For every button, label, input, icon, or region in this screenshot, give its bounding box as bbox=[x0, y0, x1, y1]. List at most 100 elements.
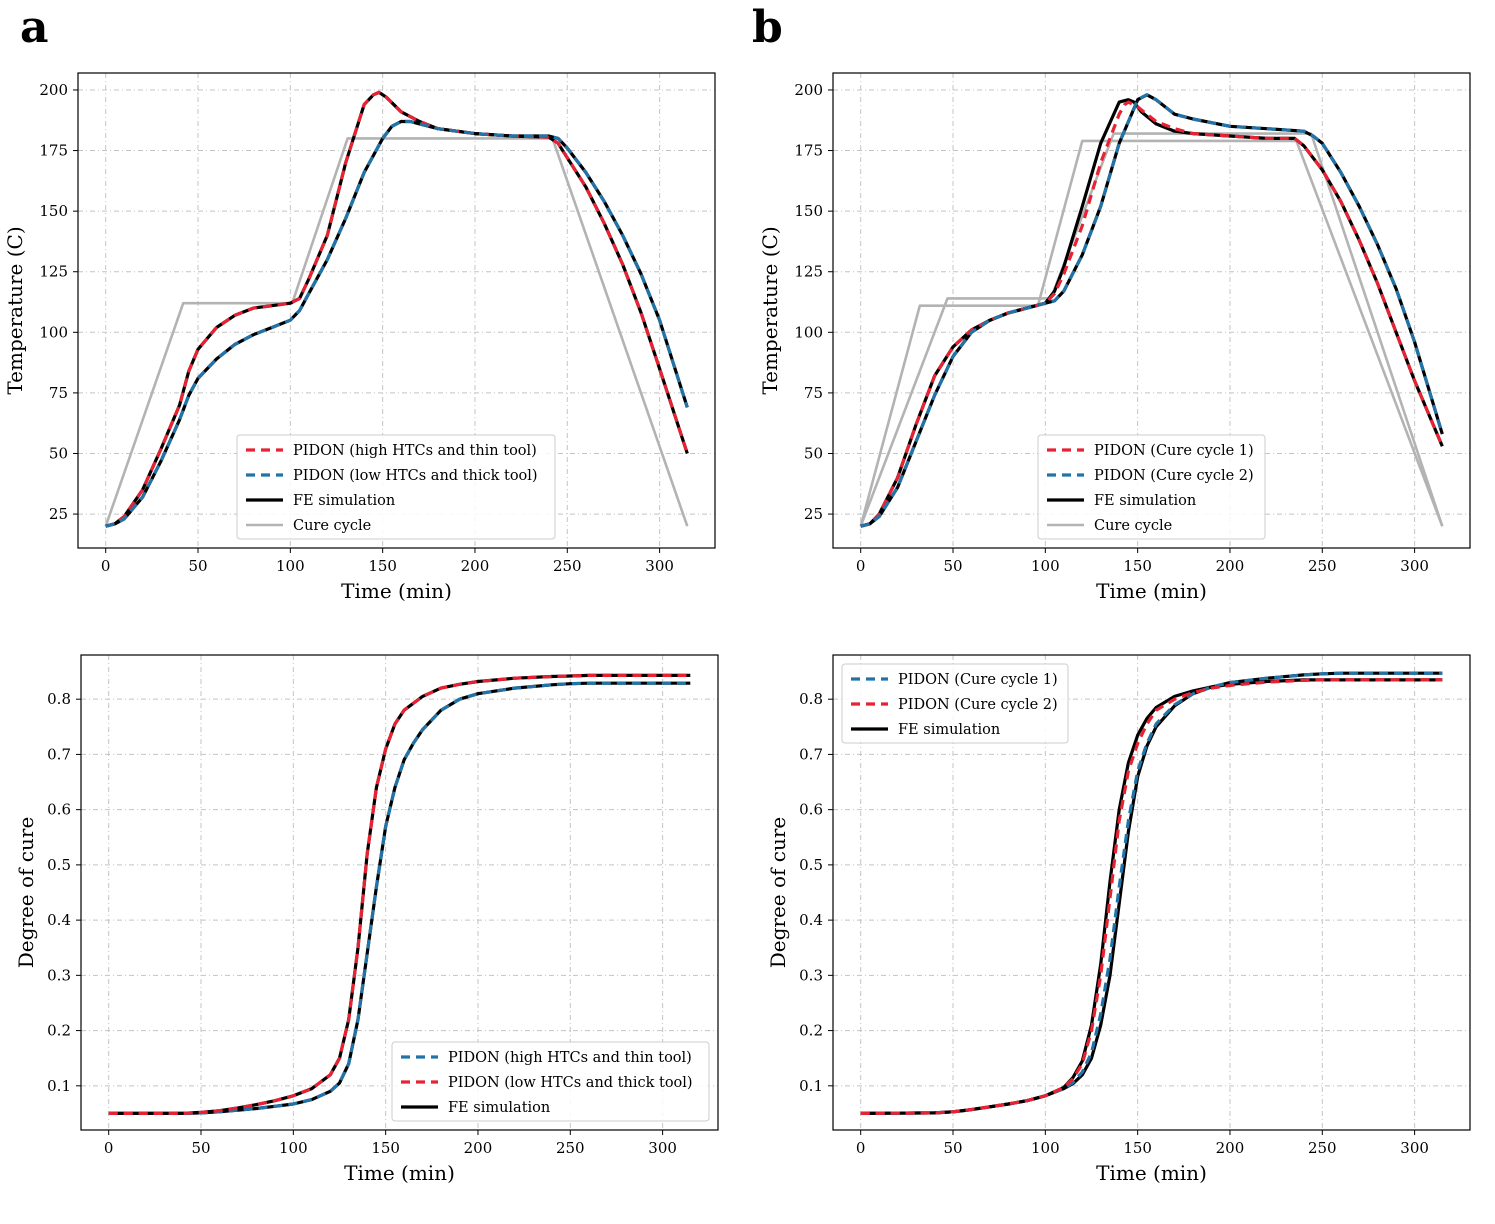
y-tick-label: 0.1 bbox=[799, 1077, 823, 1095]
x-tick-label: 300 bbox=[1400, 557, 1429, 575]
x-tick-label: 250 bbox=[556, 1139, 585, 1157]
y-tick-label: 75 bbox=[804, 384, 823, 402]
y-tick-label: 25 bbox=[804, 505, 823, 523]
x-axis-label: Time (min) bbox=[344, 1161, 455, 1185]
y-tick-label: 0.8 bbox=[47, 690, 71, 708]
y-tick-label: 175 bbox=[39, 142, 68, 160]
x-tick-label: 0 bbox=[856, 557, 866, 575]
legend: PIDON (Cure cycle 1) PIDON (Cure cycle 2)… bbox=[1037, 434, 1266, 540]
legend-label: FE simulation bbox=[293, 493, 395, 509]
y-tick-label: 100 bbox=[39, 323, 68, 341]
legend-label: FE simulation bbox=[898, 722, 1000, 738]
y-tick-label: 50 bbox=[49, 444, 68, 462]
x-tick-label: 100 bbox=[1031, 1139, 1060, 1157]
legend: PIDON (high HTCs and thin tool) PIDON (lo… bbox=[236, 434, 556, 540]
y-tick-label: 0.6 bbox=[47, 801, 71, 819]
x-tick-label: 50 bbox=[191, 1139, 210, 1157]
legend-label: PIDON (low HTCs and thick tool) bbox=[293, 468, 538, 484]
x-tick-label: 200 bbox=[1216, 1139, 1245, 1157]
axes-frame bbox=[832, 654, 1471, 1131]
series-group bbox=[859, 93, 1444, 528]
x-tick-label: 250 bbox=[1308, 557, 1337, 575]
x-tick-label: 300 bbox=[648, 1139, 677, 1157]
y-tick-label: 0.5 bbox=[47, 856, 71, 874]
y-axis-label: Temperature (C) bbox=[758, 226, 782, 394]
y-tick-label: 150 bbox=[39, 202, 68, 220]
legend-label: PIDON (Cure cycle 2) bbox=[1094, 468, 1254, 484]
legend-label: PIDON (high HTCs and thin tool) bbox=[293, 443, 537, 459]
legend-label: PIDON (Cure cycle 1) bbox=[898, 672, 1058, 688]
series-line-pidon-cure-cycle-2 bbox=[860, 93, 1444, 528]
x-axis-label: Time (min) bbox=[1096, 579, 1207, 603]
y-tick-label: 0.4 bbox=[47, 911, 71, 929]
chart-b-temp: 0 50 100 150 200 250 300 25 50 75 100 125 150 175 200 T… bbox=[758, 72, 1471, 603]
y-axis-label: Degree of cure bbox=[766, 817, 790, 969]
x-tick-label: 50 bbox=[943, 557, 962, 575]
legend-label: PIDON (low HTCs and thick tool) bbox=[448, 1075, 693, 1091]
y-tick-label: 75 bbox=[49, 384, 68, 402]
y-tick-label: 0.3 bbox=[47, 966, 71, 984]
y-tick-label: 150 bbox=[794, 202, 823, 220]
y-tick-label: 175 bbox=[794, 142, 823, 160]
legend: PIDON (high HTCs and thin tool) PIDON (lo… bbox=[391, 1041, 710, 1122]
legend-label: PIDON (Cure cycle 1) bbox=[1094, 443, 1254, 459]
legend-label: Cure cycle bbox=[293, 518, 371, 534]
axes-frame bbox=[77, 72, 716, 549]
y-tick-label: 125 bbox=[39, 263, 68, 281]
axes-frame bbox=[80, 654, 719, 1131]
legend-label: Cure cycle bbox=[1094, 518, 1172, 534]
legend-label: PIDON (Cure cycle 2) bbox=[898, 697, 1058, 713]
y-tick-label: 0.8 bbox=[799, 690, 823, 708]
series-line-cure-cycle bbox=[859, 139, 1444, 527]
x-tick-label: 0 bbox=[101, 557, 111, 575]
series-group bbox=[104, 90, 689, 528]
legend-label: PIDON (high HTCs and thin tool) bbox=[448, 1050, 692, 1066]
panel-label-b: b bbox=[752, 2, 783, 53]
y-tick-label: 125 bbox=[794, 263, 823, 281]
x-tick-label: 300 bbox=[1400, 1139, 1429, 1157]
series-group bbox=[108, 673, 691, 1116]
legend-label: FE simulation bbox=[1094, 493, 1196, 509]
y-tick-label: 0.7 bbox=[47, 745, 71, 763]
x-tick-label: 200 bbox=[461, 557, 490, 575]
y-axis-label: Degree of cure bbox=[14, 817, 38, 969]
panel-label-a: a bbox=[20, 2, 49, 53]
x-tick-label: 150 bbox=[368, 557, 397, 575]
y-tick-label: 0.2 bbox=[799, 1022, 823, 1040]
x-tick-label: 150 bbox=[1123, 557, 1152, 575]
series-line-pidon-cure-cycle-1 bbox=[860, 100, 1444, 528]
x-tick-label: 200 bbox=[464, 1139, 493, 1157]
x-tick-label: 0 bbox=[104, 1139, 114, 1157]
y-tick-label: 25 bbox=[49, 505, 68, 523]
x-tick-label: 50 bbox=[188, 557, 207, 575]
y-tick-label: 0.7 bbox=[799, 745, 823, 763]
y-axis-label: Temperature (C) bbox=[3, 226, 27, 394]
x-tick-label: 100 bbox=[1031, 557, 1060, 575]
y-tick-label: 0.5 bbox=[799, 856, 823, 874]
y-tick-label: 50 bbox=[804, 444, 823, 462]
y-tick-label: 200 bbox=[39, 81, 68, 99]
x-tick-label: 250 bbox=[1308, 1139, 1337, 1157]
x-tick-label: 150 bbox=[371, 1139, 400, 1157]
chart-a-temp: 0 50 100 150 200 250 300 25 50 75 100 125 150 175 200 T… bbox=[3, 72, 716, 603]
y-tick-label: 0.4 bbox=[799, 911, 823, 929]
y-tick-label: 0.3 bbox=[799, 966, 823, 984]
legend: PIDON (Cure cycle 1) PIDON (Cure cycle 2)… bbox=[841, 663, 1069, 744]
x-axis-label: Time (min) bbox=[341, 579, 452, 603]
x-tick-label: 200 bbox=[1216, 557, 1245, 575]
x-tick-label: 0 bbox=[856, 1139, 866, 1157]
series-line-pidon-high-htcs-and-thin-tool bbox=[108, 681, 691, 1116]
y-tick-label: 200 bbox=[794, 81, 823, 99]
x-tick-label: 300 bbox=[645, 557, 674, 575]
x-axis-label: Time (min) bbox=[1096, 1161, 1207, 1185]
series-line-pidon-low-htcs-and-thick-tool bbox=[108, 673, 691, 1116]
x-tick-label: 100 bbox=[276, 557, 305, 575]
x-tick-label: 250 bbox=[553, 557, 582, 575]
series-line-cure-cycle bbox=[859, 132, 1444, 527]
axes-frame bbox=[832, 72, 1471, 549]
x-tick-label: 100 bbox=[279, 1139, 308, 1157]
x-tick-label: 150 bbox=[1123, 1139, 1152, 1157]
y-tick-label: 0.1 bbox=[47, 1077, 71, 1095]
y-tick-label: 0.6 bbox=[799, 801, 823, 819]
